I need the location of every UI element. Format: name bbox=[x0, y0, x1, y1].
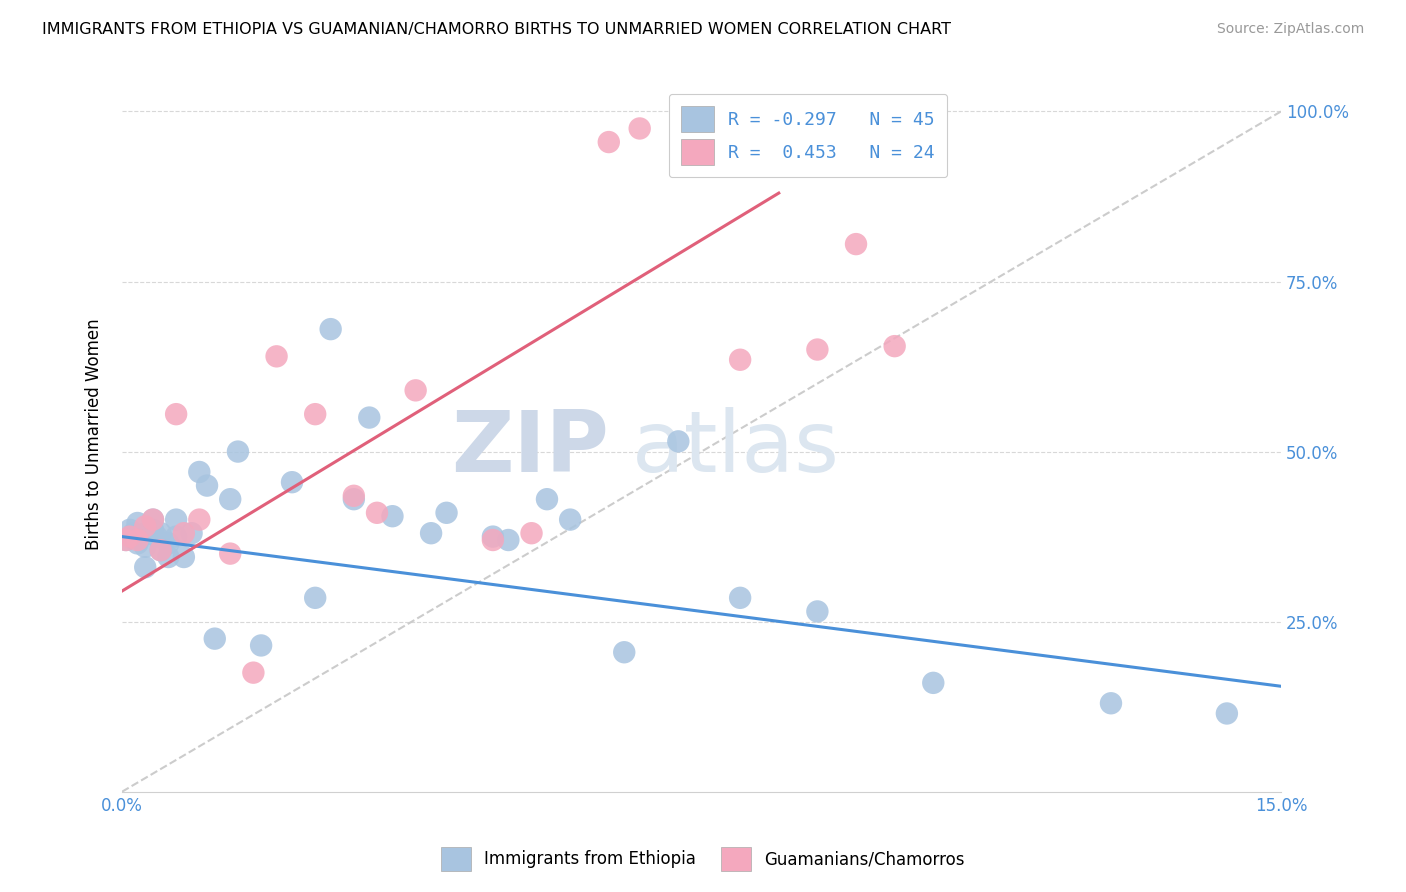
Point bbox=[1099, 696, 1122, 710]
Point bbox=[127, 533, 149, 547]
Point bbox=[266, 349, 288, 363]
Point bbox=[498, 533, 520, 547]
Point bbox=[405, 384, 427, 398]
Point bbox=[142, 523, 165, 537]
Point bbox=[204, 632, 226, 646]
Point bbox=[359, 410, 381, 425]
Point bbox=[146, 530, 169, 544]
Point bbox=[131, 530, 153, 544]
Point bbox=[195, 478, 218, 492]
Point bbox=[142, 513, 165, 527]
Point bbox=[250, 639, 273, 653]
Point bbox=[560, 513, 582, 527]
Point bbox=[157, 536, 180, 550]
Point bbox=[883, 339, 905, 353]
Point bbox=[115, 533, 138, 547]
Point bbox=[122, 526, 145, 541]
Point bbox=[127, 536, 149, 550]
Point bbox=[536, 492, 558, 507]
Point bbox=[666, 434, 689, 449]
Point bbox=[173, 549, 195, 564]
Point bbox=[281, 475, 304, 490]
Point bbox=[922, 676, 945, 690]
Point bbox=[242, 665, 264, 680]
Text: IMMIGRANTS FROM ETHIOPIA VS GUAMANIAN/CHAMORRO BIRTHS TO UNMARRIED WOMEN CORRELA: IMMIGRANTS FROM ETHIOPIA VS GUAMANIAN/CH… bbox=[42, 22, 952, 37]
Point bbox=[149, 543, 172, 558]
Point bbox=[728, 352, 751, 367]
Point bbox=[728, 591, 751, 605]
Point bbox=[149, 543, 172, 558]
Text: atlas: atlas bbox=[631, 408, 839, 491]
Point bbox=[343, 492, 366, 507]
Point bbox=[366, 506, 388, 520]
Point bbox=[436, 506, 458, 520]
Point bbox=[598, 135, 620, 149]
Point bbox=[304, 591, 326, 605]
Legend: Immigrants from Ethiopia, Guamanians/Chamorros: Immigrants from Ethiopia, Guamanians/Cha… bbox=[433, 839, 973, 880]
Point bbox=[420, 526, 443, 541]
Point bbox=[343, 489, 366, 503]
Point bbox=[188, 465, 211, 479]
Point bbox=[219, 492, 242, 507]
Point bbox=[142, 513, 165, 527]
Point bbox=[127, 516, 149, 530]
Text: Source: ZipAtlas.com: Source: ZipAtlas.com bbox=[1216, 22, 1364, 37]
Point bbox=[188, 513, 211, 527]
Point bbox=[482, 533, 505, 547]
Point bbox=[149, 526, 172, 541]
Point bbox=[165, 513, 187, 527]
Point bbox=[226, 444, 249, 458]
Point bbox=[806, 604, 828, 618]
Point bbox=[134, 526, 156, 541]
Point bbox=[381, 509, 404, 524]
Point bbox=[319, 322, 342, 336]
Point bbox=[304, 407, 326, 421]
Point bbox=[219, 547, 242, 561]
Text: ZIP: ZIP bbox=[451, 408, 609, 491]
Point bbox=[134, 519, 156, 533]
Point bbox=[165, 407, 187, 421]
Point bbox=[134, 540, 156, 554]
Point bbox=[157, 549, 180, 564]
Point bbox=[806, 343, 828, 357]
Point bbox=[520, 526, 543, 541]
Point bbox=[845, 237, 868, 252]
Point bbox=[482, 530, 505, 544]
Point bbox=[115, 533, 138, 547]
Point bbox=[613, 645, 636, 659]
Point bbox=[173, 526, 195, 541]
Point bbox=[118, 530, 141, 544]
Legend: R = -0.297   N = 45, R =  0.453   N = 24: R = -0.297 N = 45, R = 0.453 N = 24 bbox=[669, 94, 948, 178]
Point bbox=[134, 560, 156, 574]
Point bbox=[628, 121, 651, 136]
Point bbox=[1216, 706, 1239, 721]
Point bbox=[180, 526, 202, 541]
Point bbox=[165, 530, 187, 544]
Y-axis label: Births to Unmarried Women: Births to Unmarried Women bbox=[86, 318, 103, 550]
Point bbox=[118, 523, 141, 537]
